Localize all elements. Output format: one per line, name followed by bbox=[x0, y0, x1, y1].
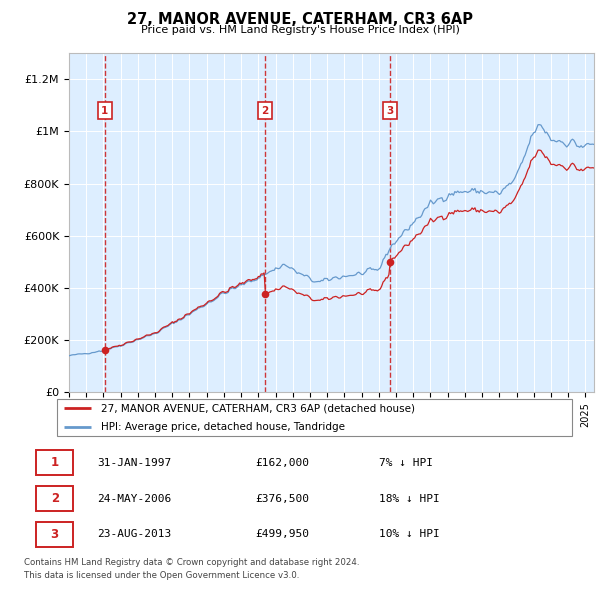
Text: 7% ↓ HPI: 7% ↓ HPI bbox=[379, 458, 433, 468]
Text: HPI: Average price, detached house, Tandridge: HPI: Average price, detached house, Tand… bbox=[101, 422, 345, 432]
Text: Price paid vs. HM Land Registry's House Price Index (HPI): Price paid vs. HM Land Registry's House … bbox=[140, 25, 460, 35]
Text: 1: 1 bbox=[50, 456, 59, 469]
Text: 2: 2 bbox=[262, 106, 269, 116]
Text: £376,500: £376,500 bbox=[255, 494, 309, 503]
Text: 1: 1 bbox=[101, 106, 109, 116]
Text: 27, MANOR AVENUE, CATERHAM, CR3 6AP (detached house): 27, MANOR AVENUE, CATERHAM, CR3 6AP (det… bbox=[101, 404, 415, 414]
FancyBboxPatch shape bbox=[37, 450, 73, 475]
FancyBboxPatch shape bbox=[56, 399, 572, 436]
Text: Contains HM Land Registry data © Crown copyright and database right 2024.: Contains HM Land Registry data © Crown c… bbox=[24, 558, 359, 566]
Text: 18% ↓ HPI: 18% ↓ HPI bbox=[379, 494, 440, 503]
Text: 2: 2 bbox=[50, 492, 59, 505]
Text: 3: 3 bbox=[50, 528, 59, 541]
FancyBboxPatch shape bbox=[37, 522, 73, 547]
FancyBboxPatch shape bbox=[37, 486, 73, 511]
Text: 27, MANOR AVENUE, CATERHAM, CR3 6AP: 27, MANOR AVENUE, CATERHAM, CR3 6AP bbox=[127, 12, 473, 27]
Text: 3: 3 bbox=[386, 106, 394, 116]
Text: £162,000: £162,000 bbox=[255, 458, 309, 468]
Text: 31-JAN-1997: 31-JAN-1997 bbox=[97, 458, 172, 468]
Text: £499,950: £499,950 bbox=[255, 529, 309, 539]
Text: This data is licensed under the Open Government Licence v3.0.: This data is licensed under the Open Gov… bbox=[24, 571, 299, 579]
Text: 10% ↓ HPI: 10% ↓ HPI bbox=[379, 529, 440, 539]
Text: 23-AUG-2013: 23-AUG-2013 bbox=[97, 529, 172, 539]
Text: 24-MAY-2006: 24-MAY-2006 bbox=[97, 494, 172, 503]
